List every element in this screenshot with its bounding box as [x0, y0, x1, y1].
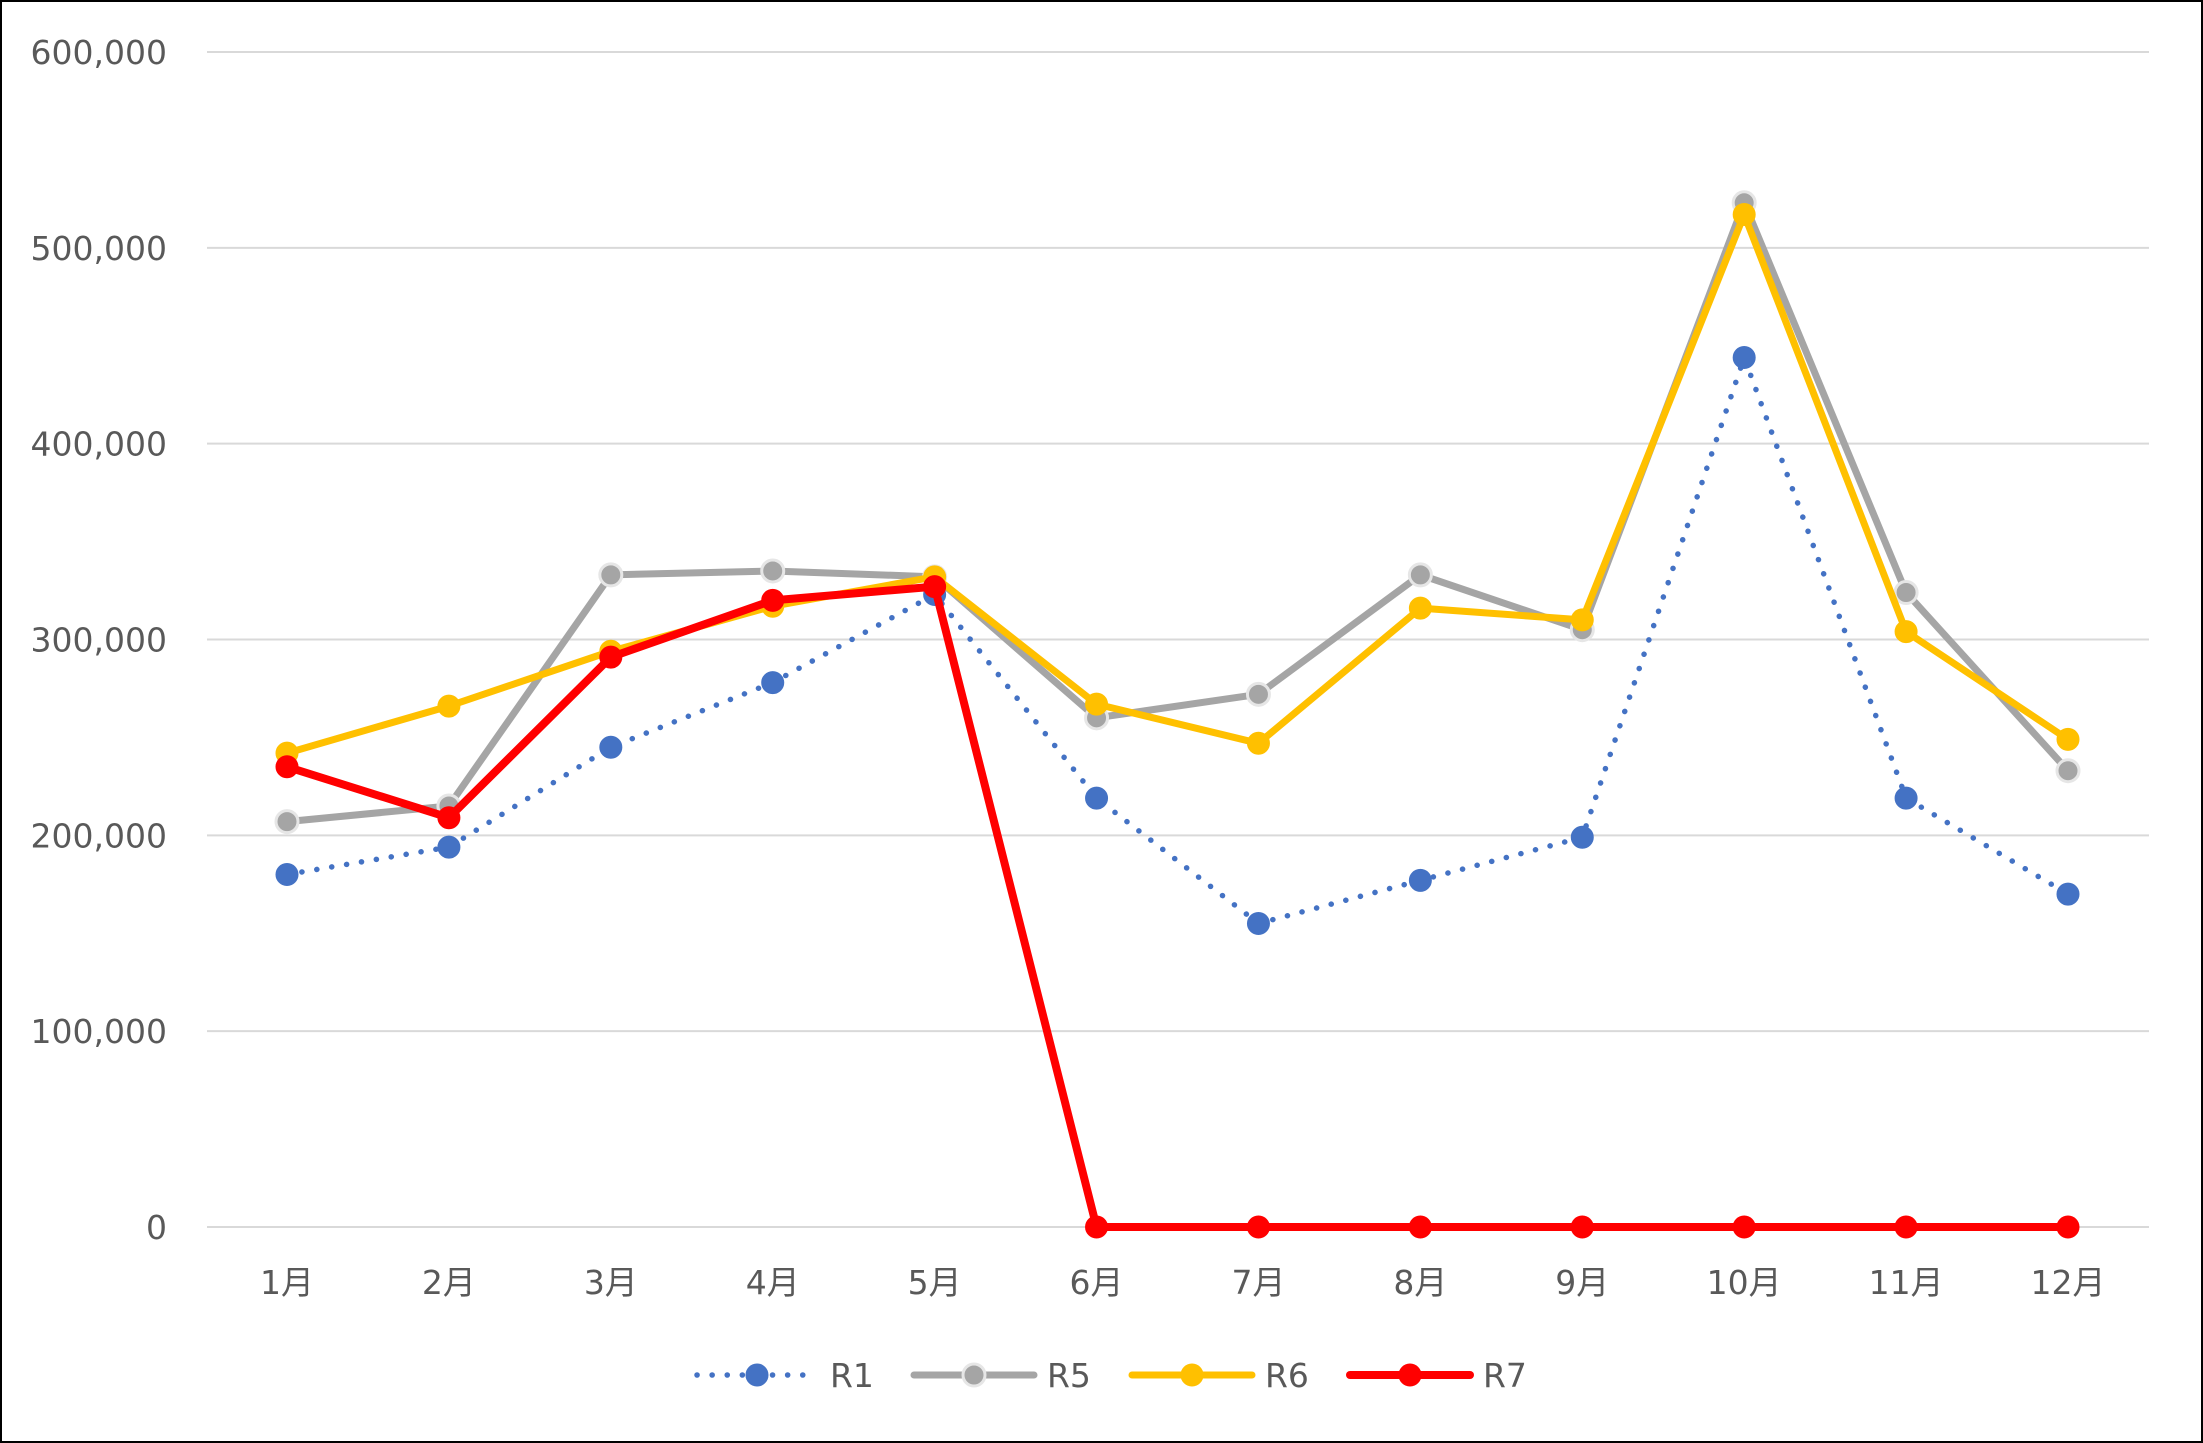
data-point [1570, 825, 1594, 849]
data-point [437, 835, 461, 859]
series-line [283, 582, 2072, 1231]
data-point [1408, 596, 1432, 620]
y-tick-label: 600,000 [31, 33, 167, 72]
x-tick-label: 5月 [908, 1263, 962, 1302]
x-tick-label: 3月 [584, 1263, 638, 1302]
legend-item-r7: R7 [1346, 1356, 1527, 1395]
data-point [1407, 562, 1433, 588]
x-tick-label: 2月 [422, 1263, 476, 1302]
data-point [599, 735, 623, 759]
series-r6 [275, 203, 2080, 765]
y-axis-tick-labels: 0 100,000 200,000 300,000 400,000 500,000 600,… [31, 33, 167, 1247]
legend-label: R1 [830, 1356, 874, 1395]
x-tick-label: 12月 [2031, 1263, 2106, 1302]
x-axis-tick-labels: 1月 2月 3月 4月 5月 6月 7月 8月 9月 10月 11月 12月 [260, 1263, 2106, 1302]
x-tick-label: 1月 [260, 1263, 314, 1302]
data-point [1408, 868, 1432, 892]
x-tick-label: 4月 [746, 1263, 800, 1302]
series-line [284, 354, 2071, 927]
x-tick-label: 9月 [1555, 1263, 1609, 1302]
series-lines [274, 190, 2081, 1239]
legend: R1 R5 R6 R7 [694, 1356, 1527, 1395]
x-tick-label: 8月 [1393, 1263, 1447, 1302]
y-tick-label: 0 [146, 1208, 167, 1247]
legend-marker-swatch [1180, 1363, 1204, 1387]
legend-label: R7 [1483, 1356, 1527, 1395]
data-point [1732, 346, 1756, 369]
data-point [598, 562, 624, 588]
data-point [1894, 1215, 1918, 1239]
data-point [2056, 727, 2080, 751]
data-point [1408, 1215, 1432, 1239]
data-point [1245, 681, 1271, 707]
data-point [437, 694, 461, 718]
x-tick-label: 11月 [1869, 1263, 1944, 1302]
data-point [760, 558, 786, 584]
data-point [1570, 1215, 1594, 1239]
legend-label: R5 [1047, 1356, 1091, 1395]
y-tick-label: 500,000 [31, 229, 167, 268]
data-point [1085, 1215, 1109, 1239]
data-point [1246, 731, 1270, 755]
data-point [2055, 758, 2081, 784]
data-point [1732, 203, 1756, 227]
series-r5 [274, 190, 2081, 835]
gridlines [207, 51, 2149, 1228]
legend-marker-swatch [1398, 1363, 1422, 1387]
data-point [437, 806, 461, 830]
x-tick-label: 6月 [1070, 1263, 1124, 1302]
x-tick-label: 7月 [1231, 1263, 1285, 1302]
data-point [761, 588, 785, 612]
data-point [1085, 786, 1109, 810]
y-tick-label: 400,000 [31, 425, 167, 464]
y-tick-label: 300,000 [31, 621, 167, 660]
legend-marker-swatch [745, 1363, 769, 1387]
series-r7 [275, 575, 2080, 1239]
data-point [1246, 1215, 1270, 1239]
series-line [283, 199, 2072, 826]
data-point [923, 575, 947, 599]
legend-item-r5: R5 [910, 1356, 1091, 1395]
legend-label: R6 [1265, 1356, 1309, 1395]
series-line [283, 211, 2072, 757]
data-point [274, 809, 300, 835]
legend-item-r6: R6 [1128, 1356, 1309, 1395]
y-tick-label: 100,000 [31, 1012, 167, 1051]
data-point [275, 755, 299, 779]
legend-item-r1: R1 [694, 1356, 874, 1395]
legend-marker-swatch [961, 1362, 987, 1388]
data-point [2056, 1215, 2080, 1239]
data-point [1894, 786, 1918, 810]
data-point [761, 671, 785, 695]
data-point [599, 645, 623, 669]
data-point [1570, 608, 1594, 632]
data-point [2056, 882, 2080, 906]
x-tick-label: 10月 [1707, 1263, 1782, 1302]
data-point [1893, 580, 1919, 605]
data-point [1085, 692, 1109, 716]
data-point [1246, 911, 1270, 935]
y-tick-label: 200,000 [31, 816, 167, 855]
data-point [1732, 1215, 1756, 1239]
series-r1 [275, 346, 2080, 935]
data-point [1894, 620, 1918, 644]
data-point [275, 863, 299, 886]
